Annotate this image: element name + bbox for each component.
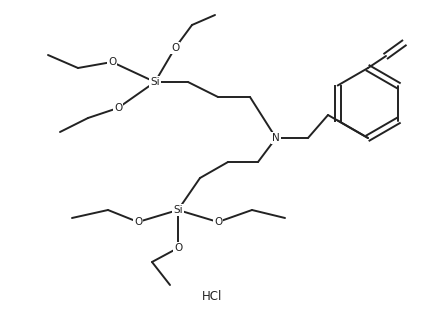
Text: O: O <box>114 103 122 113</box>
Text: N: N <box>272 133 280 143</box>
Text: Si: Si <box>173 205 183 215</box>
Text: O: O <box>108 57 116 67</box>
Text: O: O <box>174 243 182 253</box>
Text: O: O <box>214 217 222 227</box>
Text: Si: Si <box>150 77 160 87</box>
Text: HCl: HCl <box>202 289 222 302</box>
Text: O: O <box>171 43 179 53</box>
Text: O: O <box>134 217 142 227</box>
